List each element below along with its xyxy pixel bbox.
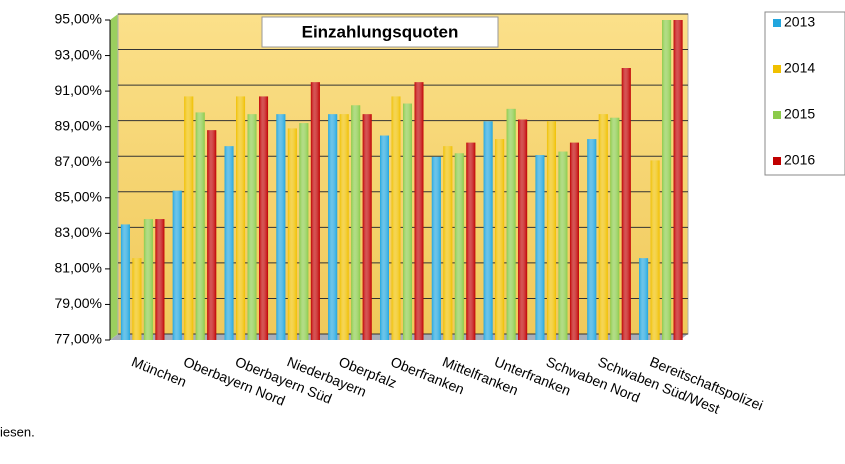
bar-shine — [172, 190, 182, 340]
legend-swatch — [773, 157, 781, 165]
bar-shine — [662, 20, 672, 340]
chart-title: Einzahlungsquoten — [302, 22, 459, 41]
y-tick-label: 89,00% — [55, 117, 102, 133]
bar-shine — [224, 146, 234, 340]
bar-shine — [287, 128, 297, 340]
bar-shine — [310, 82, 320, 340]
title-box — [261, 16, 499, 48]
bar-shine — [443, 146, 453, 340]
bar-shine — [454, 153, 464, 340]
bar-shine — [143, 219, 153, 340]
bar-shine — [299, 123, 309, 340]
bar-shine — [466, 142, 476, 340]
y-tick-label: 77,00% — [55, 331, 102, 347]
bar-shine — [535, 155, 545, 340]
y-tick-label: 91,00% — [55, 82, 102, 98]
y-tick-label: 93,00% — [55, 46, 102, 62]
bar-shine — [120, 224, 130, 340]
legend-swatch — [773, 65, 781, 73]
bar-shine — [598, 114, 608, 340]
bar-shine — [328, 114, 338, 340]
bar-shine — [621, 68, 631, 340]
bar-shine — [639, 258, 649, 340]
bar-shine — [247, 114, 257, 340]
bar-shine — [569, 142, 579, 340]
y-tick-label: 79,00% — [55, 295, 102, 311]
bar-shine — [558, 151, 568, 340]
bar-shine — [132, 258, 142, 340]
bar-shine — [495, 139, 505, 340]
bar-shine — [414, 82, 424, 340]
bar-shine — [403, 103, 412, 340]
y-tick-label: 87,00% — [55, 153, 102, 169]
legend-box — [764, 11, 845, 176]
y-tick-label: 95,00% — [55, 11, 102, 27]
bar-shine — [518, 119, 528, 340]
bar-shine — [650, 160, 660, 340]
bar-shine — [673, 20, 683, 340]
x-tick-label: München — [129, 353, 188, 389]
y-tick-label: 81,00% — [55, 260, 102, 276]
bar-shine — [587, 139, 597, 340]
legend-swatch — [773, 111, 781, 119]
legend-label: 2016 — [784, 152, 815, 168]
bar-shine — [276, 114, 286, 340]
bar-shine — [259, 96, 269, 340]
bar-shine — [610, 117, 620, 341]
bar-shine — [155, 219, 165, 340]
bar-shine — [195, 112, 205, 340]
y-tick-label: 83,00% — [55, 224, 102, 240]
bar-shine — [362, 114, 372, 340]
legend-label: 2013 — [784, 14, 815, 30]
legend-label: 2015 — [784, 106, 815, 122]
bar-shine — [207, 130, 217, 340]
bar-shine — [351, 105, 361, 340]
legend-swatch — [773, 19, 781, 27]
legend-label: 2014 — [784, 60, 815, 76]
bar-shine — [431, 156, 441, 340]
bar-shine — [483, 121, 493, 340]
bar-shine — [506, 108, 516, 340]
bar-shine — [380, 135, 389, 340]
footnote: iesen. — [0, 424, 35, 439]
bar-shine — [339, 114, 349, 340]
bar-shine — [391, 96, 401, 340]
bar-shine — [236, 96, 246, 340]
y-tick-label: 85,00% — [55, 188, 102, 204]
left-wall — [110, 14, 118, 340]
bar-shine — [184, 96, 194, 340]
bar-shine — [546, 121, 556, 340]
